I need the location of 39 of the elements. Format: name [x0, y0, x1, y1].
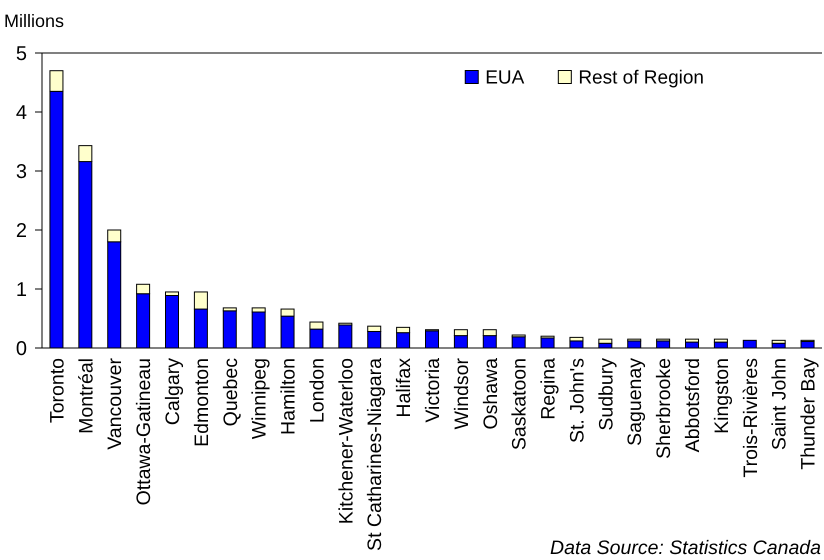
bar	[598, 338, 612, 344]
x-tick-label: Kitchener-Waterloo	[335, 358, 358, 524]
x-tick-label: St. John's	[566, 358, 588, 444]
legend-label: EUA	[485, 68, 525, 89]
legend-label: Rest of Region	[578, 68, 704, 89]
x-tick-label: Kingston	[710, 358, 733, 434]
x-tick-label: Thunder Bay	[798, 358, 820, 470]
x-tick-label: Saskatoon	[508, 358, 531, 450]
x-tick-label: Sherbrooke	[653, 358, 676, 459]
x-tick-label: Victoria	[422, 358, 444, 423]
x-tick-label: Toronto	[46, 358, 68, 424]
y-tick-label: 5	[16, 43, 27, 65]
x-tick-label: Trois-Rivières	[740, 358, 762, 478]
y-tick-label: 1	[16, 279, 27, 301]
x-tick-label: Montréal	[75, 358, 98, 434]
x-tick-label: Quebec	[220, 358, 242, 426]
x-tick-label: Calgary	[162, 358, 184, 426]
x-tick-label: Windsor	[450, 358, 473, 430]
x-tick-label: Ottawa-Gatineau	[133, 358, 156, 506]
x-tick-label: Saint John	[768, 358, 791, 450]
bar	[772, 340, 786, 344]
x-tick-label: Hamilton	[278, 358, 300, 435]
x-tick-label: Halifax	[393, 358, 416, 418]
x-tick-label: London	[306, 358, 328, 424]
y-tick-label: 2	[16, 220, 27, 242]
x-tick-label: Edmonton	[190, 358, 213, 447]
x-tick-label: Oshawa	[480, 358, 502, 430]
y-tick-label: 3	[16, 161, 27, 183]
y-tick-label: 0	[16, 338, 27, 360]
x-tick-label: Winnipeg	[248, 358, 271, 440]
x-tick-label: St Catharines-Niagara	[364, 358, 386, 551]
x-tick-label: Vancouver	[104, 357, 126, 450]
x-tick-label: Abbotsford	[682, 358, 704, 452]
x-tick-label: Regina	[538, 358, 560, 420]
source-note: Data Source: Statistics Canada	[550, 537, 822, 559]
x-tick-label: Sudbury	[595, 358, 618, 431]
x-tick-label: Saguenay	[624, 358, 646, 446]
y-axis-title: Millions	[4, 11, 64, 31]
y-tick-label: 4	[16, 102, 27, 124]
